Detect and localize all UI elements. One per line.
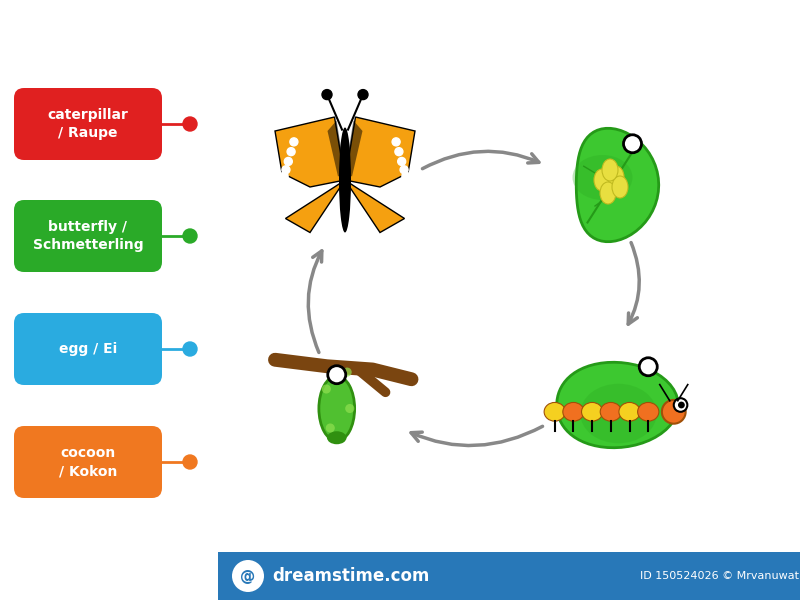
Polygon shape — [275, 117, 345, 187]
FancyBboxPatch shape — [14, 200, 162, 272]
Ellipse shape — [563, 403, 584, 421]
Text: egg / Ei: egg / Ei — [59, 342, 117, 356]
Circle shape — [290, 138, 298, 146]
Circle shape — [402, 172, 410, 180]
Ellipse shape — [619, 403, 640, 421]
FancyBboxPatch shape — [14, 88, 162, 160]
Circle shape — [282, 166, 290, 174]
Circle shape — [346, 404, 354, 413]
Circle shape — [284, 157, 292, 166]
Text: caterpillar
/ Raupe: caterpillar / Raupe — [47, 108, 129, 140]
Circle shape — [395, 148, 403, 155]
Circle shape — [398, 157, 406, 166]
Text: @: @ — [240, 569, 256, 583]
Circle shape — [358, 89, 368, 100]
Ellipse shape — [573, 155, 633, 200]
Circle shape — [183, 455, 197, 469]
Text: cocoon
/ Kokon: cocoon / Kokon — [59, 446, 117, 478]
Ellipse shape — [602, 159, 618, 181]
Polygon shape — [345, 121, 362, 176]
Circle shape — [678, 401, 685, 409]
Ellipse shape — [600, 182, 616, 204]
Circle shape — [287, 148, 295, 155]
Text: dreamstime.com: dreamstime.com — [272, 567, 430, 585]
Text: butterfly /
Schmetterling: butterfly / Schmetterling — [33, 220, 143, 252]
Ellipse shape — [608, 166, 624, 188]
Circle shape — [183, 342, 197, 356]
Ellipse shape — [662, 400, 686, 424]
Ellipse shape — [638, 403, 659, 421]
Polygon shape — [576, 128, 658, 242]
Circle shape — [342, 368, 352, 377]
Ellipse shape — [544, 403, 566, 421]
Circle shape — [183, 229, 197, 243]
Ellipse shape — [339, 127, 351, 232]
FancyBboxPatch shape — [14, 313, 162, 385]
Polygon shape — [327, 121, 345, 176]
Ellipse shape — [327, 431, 346, 444]
Circle shape — [183, 117, 197, 131]
Polygon shape — [345, 180, 405, 232]
Circle shape — [392, 138, 400, 146]
Circle shape — [674, 398, 687, 412]
Polygon shape — [345, 117, 415, 187]
Ellipse shape — [600, 403, 622, 421]
Bar — [218, 552, 800, 600]
Circle shape — [326, 424, 335, 433]
Circle shape — [322, 385, 331, 394]
Ellipse shape — [319, 376, 354, 441]
Polygon shape — [557, 362, 678, 448]
Circle shape — [328, 365, 346, 384]
Ellipse shape — [594, 169, 610, 191]
Circle shape — [280, 172, 288, 180]
FancyBboxPatch shape — [14, 426, 162, 498]
Circle shape — [623, 135, 642, 153]
Circle shape — [400, 166, 408, 174]
Ellipse shape — [612, 176, 628, 198]
Circle shape — [639, 358, 658, 376]
Text: ID 150524026 © Mrvanuwat: ID 150524026 © Mrvanuwat — [640, 571, 799, 581]
Ellipse shape — [580, 384, 657, 443]
Circle shape — [232, 560, 264, 592]
Polygon shape — [286, 180, 345, 232]
Circle shape — [322, 89, 332, 100]
Ellipse shape — [582, 403, 602, 421]
